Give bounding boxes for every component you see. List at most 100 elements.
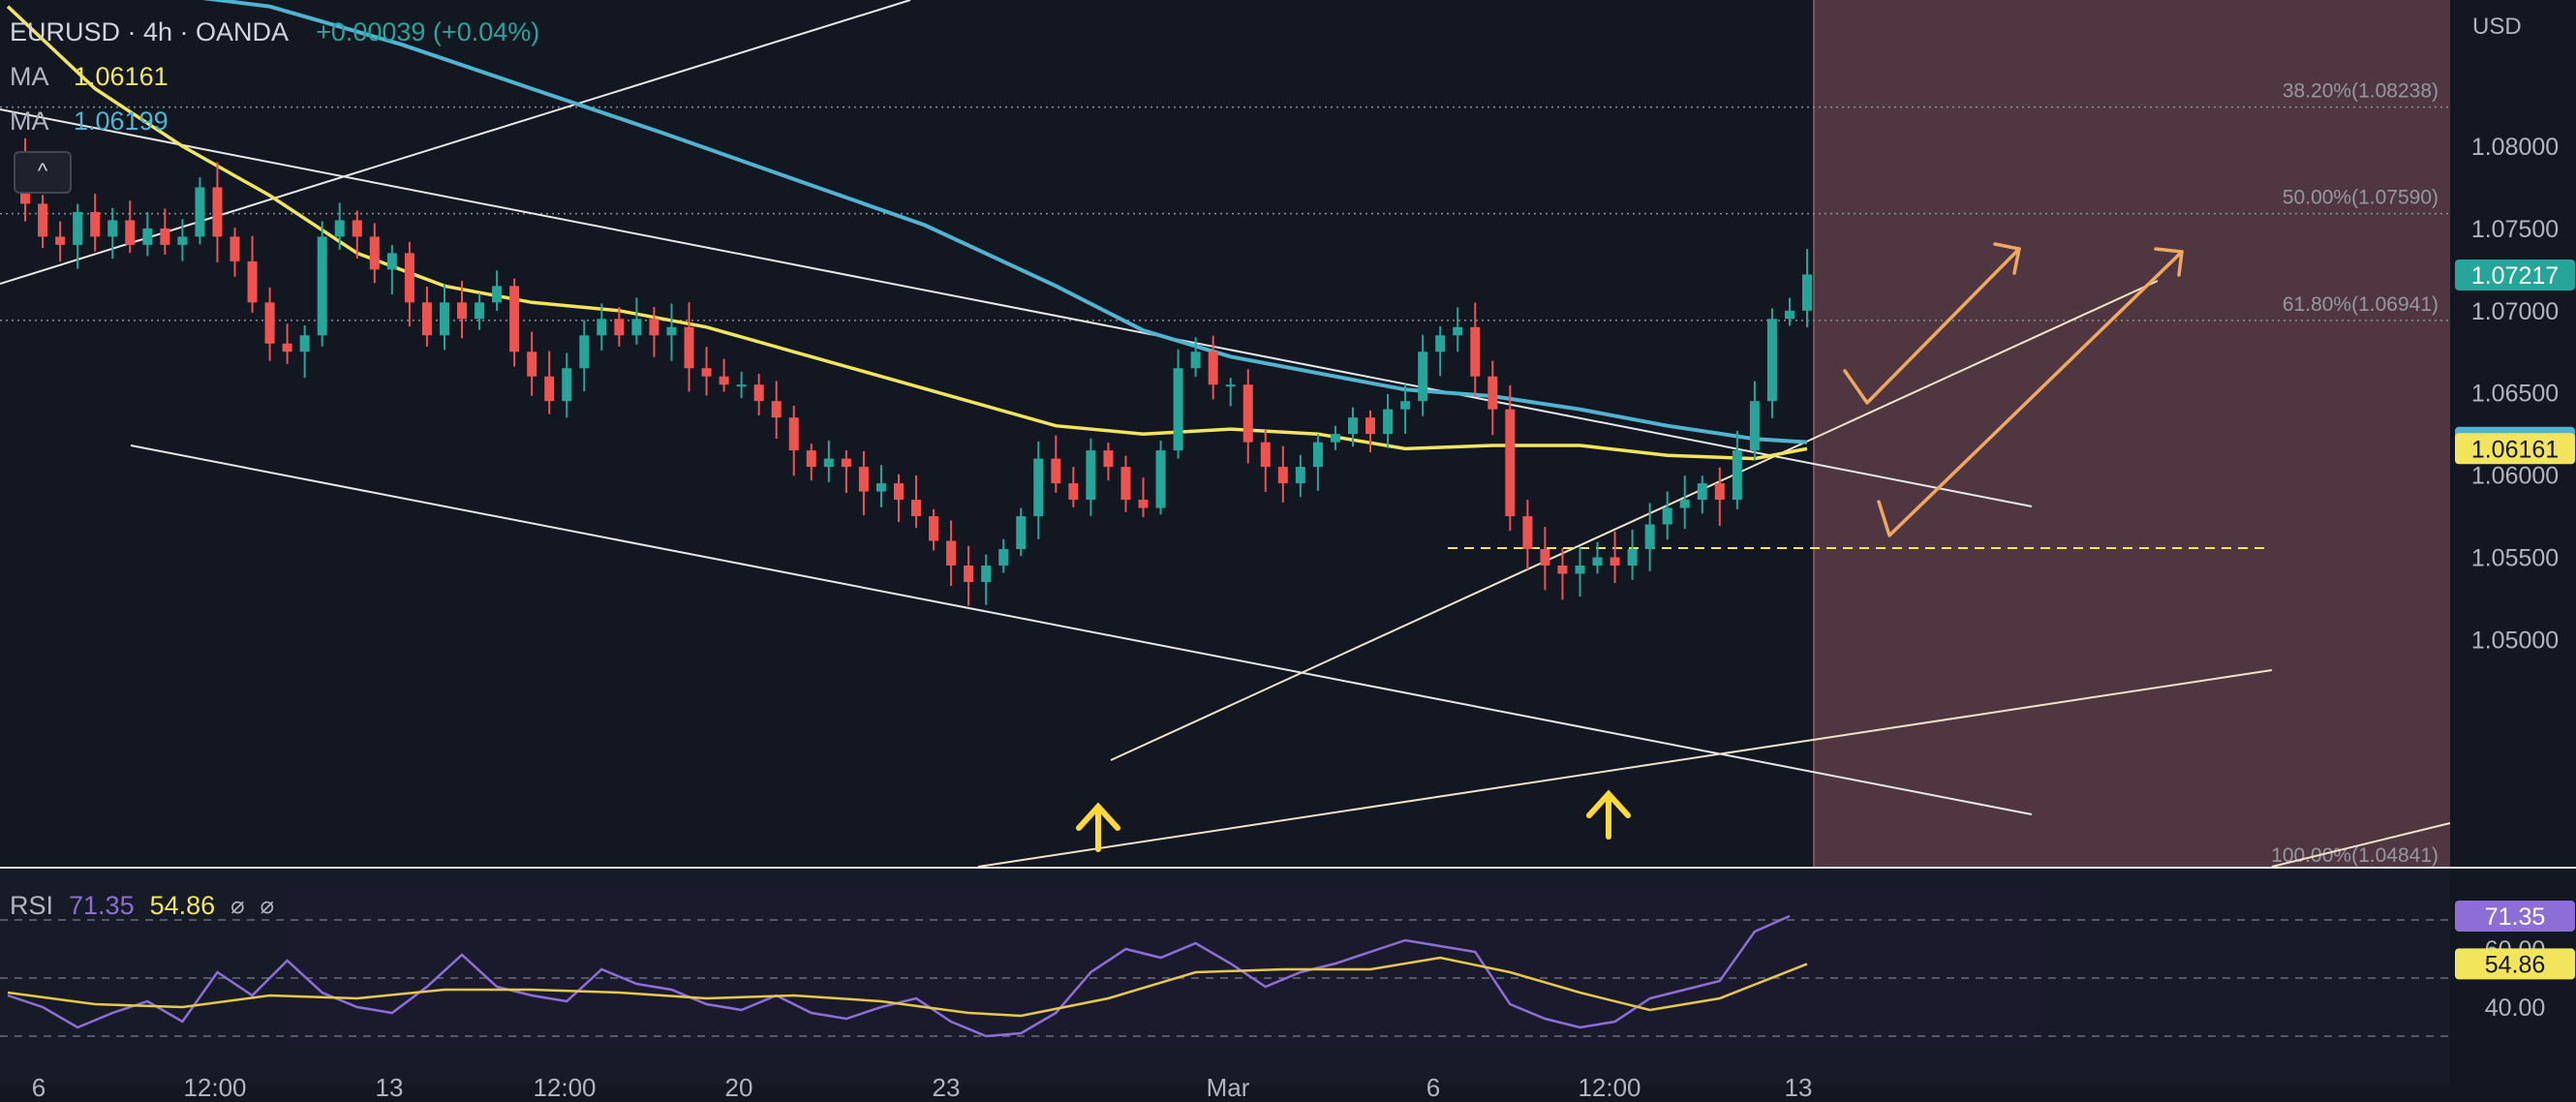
time-tick-label: 12:00	[183, 1073, 246, 1102]
candle-body	[929, 516, 939, 541]
projection-arrow-1-head	[1993, 242, 2021, 275]
candle-body	[492, 286, 503, 303]
price-tick-label: 1.05000	[2471, 627, 2559, 654]
symbol-title[interactable]: EURUSD · 4h · OANDA	[10, 16, 290, 46]
candle-body	[264, 302, 275, 344]
ma-fast-line	[6, 5, 1808, 461]
support-trendline	[1110, 280, 2159, 761]
candle-body	[1644, 524, 1655, 550]
candle-body	[964, 565, 974, 582]
legend-ma-slow-row[interactable]: MA 1.06199	[10, 99, 539, 143]
rsi-ma-value: 54.86	[149, 890, 216, 920]
candle-body	[1016, 516, 1027, 550]
candle-body	[107, 220, 118, 237]
candle-body	[1173, 368, 1183, 451]
fib-zone-highlight	[1814, 0, 2450, 867]
candle-body	[1470, 326, 1481, 377]
candle-body	[1155, 450, 1166, 508]
rsi-last-label-bg	[2455, 900, 2575, 932]
last-price-label-bg	[2455, 259, 2575, 291]
candle-body	[1435, 335, 1446, 352]
candle-body	[160, 228, 170, 245]
rsi-legend: RSI 71.35 54.86 ⌀ ⌀	[10, 886, 274, 925]
time-tick-label: Mar	[1207, 1073, 1250, 1102]
candle-body	[806, 450, 816, 468]
candle-body	[875, 483, 886, 492]
candle-body	[352, 220, 362, 237]
candle-body	[230, 236, 240, 261]
candle-body	[719, 376, 729, 385]
candle-body	[1732, 450, 1742, 501]
candle-body	[1784, 310, 1794, 320]
candle-body	[73, 211, 83, 245]
candle-body	[369, 236, 380, 270]
candle-body	[509, 286, 520, 352]
collapse-legend-button[interactable]: ^	[14, 151, 72, 194]
candle-body	[317, 236, 327, 336]
time-tick-label: 6	[32, 1073, 46, 1102]
legend-ma-fast-row[interactable]: MA 1.06161	[10, 54, 539, 99]
rsi-tick-label: 40.00	[2485, 995, 2546, 1022]
candle-body	[1505, 409, 1516, 517]
rsi-ma-line	[7, 956, 1808, 1018]
candle-body	[893, 483, 904, 501]
candle-body	[299, 335, 310, 352]
candle-body	[1522, 516, 1533, 550]
candle-body	[684, 326, 694, 369]
price-tick-label: 1.05500	[2471, 545, 2559, 572]
fib-level-label: 61.80%(1.06941)	[2283, 293, 2438, 316]
candle-body	[823, 458, 834, 468]
channel-lower-line	[130, 444, 2033, 815]
candle-body	[1086, 450, 1096, 501]
candle-body	[1120, 467, 1131, 501]
candle-body	[1610, 557, 1620, 566]
candle-body	[614, 319, 625, 336]
candle-body	[1802, 274, 1812, 311]
chart-legend: EURUSD · 4h · OANDA +0.00039 (+0.04%) MA…	[10, 10, 539, 143]
fib-level-label: 38.20%(1.08238)	[2283, 80, 2438, 103]
candle-body	[1190, 352, 1201, 369]
candle-body	[841, 458, 851, 468]
fib-level-label: 100.00%(1.04841)	[2271, 844, 2438, 867]
candle-body	[858, 467, 869, 492]
rsi-label[interactable]: RSI	[10, 890, 54, 920]
candle-body	[1330, 434, 1340, 443]
rsi-ma-last-label-bg	[2455, 948, 2575, 980]
candle-body	[1051, 458, 1061, 484]
candle-body	[177, 236, 188, 245]
time-tick-label: 12:00	[533, 1073, 596, 1102]
candle-body	[788, 417, 799, 451]
candle-body	[1453, 326, 1463, 336]
currency-label: USD	[2472, 14, 2522, 40]
last-price-label: 1.07217	[2471, 262, 2559, 290]
candle-body	[1400, 401, 1411, 410]
rsi-value: 71.35	[69, 890, 135, 920]
price-change: +0.00039 (+0.04%)	[316, 16, 540, 46]
ma-fast-price-label: 1.06161	[2471, 436, 2559, 463]
candle-body	[579, 335, 590, 369]
projection-arrow-2	[1877, 250, 2184, 537]
ma-fast-price-label-bg	[2455, 433, 2575, 465]
rsi-param-icon-1: ⌀	[230, 892, 245, 919]
candle-body	[1766, 319, 1777, 402]
candle-body	[1208, 352, 1218, 385]
candle-body	[334, 220, 345, 237]
candle-body	[195, 187, 205, 237]
candle-body	[753, 384, 764, 402]
candle-body	[212, 187, 223, 237]
price-tick-label: 1.06000	[2471, 463, 2559, 490]
candle-body	[981, 565, 992, 582]
candle-body	[1662, 507, 1672, 525]
ma-slow-line	[202, 0, 1808, 444]
candle-body	[631, 319, 642, 336]
candle-body	[701, 368, 712, 377]
candle-body	[1138, 500, 1149, 508]
ma-slow-value: 1.06199	[74, 106, 169, 136]
candle-body	[911, 500, 922, 517]
candle-body	[90, 211, 101, 237]
projection-arrow-2-head	[2154, 247, 2184, 277]
channel-upper-line	[0, 108, 2033, 507]
legend-symbol-row[interactable]: EURUSD · 4h · OANDA +0.00039 (+0.04%)	[10, 10, 539, 54]
time-tick-label: 12:00	[1578, 1073, 1641, 1102]
